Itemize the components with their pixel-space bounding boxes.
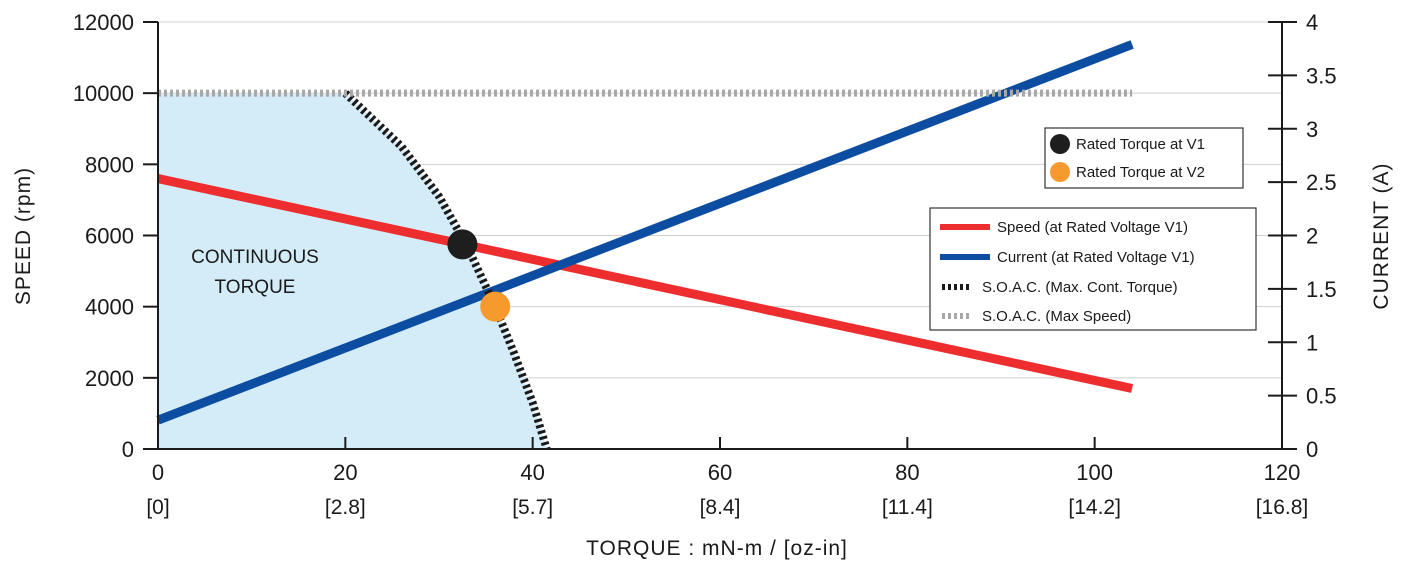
marker-legend-label-v2: Rated Torque at V2 [1076,164,1205,181]
marker-rated-torque-v1 [447,229,478,260]
y-left-tick-label-2000: 2000 [85,366,134,391]
y-left-tick-label-8000: 8000 [85,152,134,177]
y-right-tick-label-0: 0 [1306,437,1318,462]
legend-label-soac-torque: S.O.A.C. (Max. Cont. Torque) [982,279,1178,296]
y-right-tick-label-2.5: 2.5 [1306,170,1337,195]
x-tick-sublabel-100: [14.2] [1068,496,1121,519]
x-tick-label-0: 0 [152,460,164,485]
marker-legend-label-v1: Rated Torque at V1 [1076,136,1205,153]
marker-legend-swatch-v1 [1050,134,1070,154]
x-tick-label-60: 60 [708,460,732,485]
legend-label-current: Current (at Rated Voltage V1) [997,249,1195,266]
y-right-tick-label-0.5: 0.5 [1306,384,1337,409]
x-tick-sublabel-120: [16.8] [1256,496,1309,519]
y-axis-left-title: SPEED (rpm) [12,167,35,305]
x-tick-label-120: 120 [1264,460,1301,485]
y-right-tick-label-3.5: 3.5 [1306,63,1337,88]
y-left-tick-label-12000: 12000 [73,10,134,35]
x-axis-title: TORQUE : mN-m / [oz-in] [586,537,848,560]
series-line-1 [156,40,1134,425]
y-right-tick-label-3: 3 [1306,117,1318,142]
y-axis-right-title: CURRENT (A) [1370,162,1393,309]
x-tick-label-20: 20 [333,460,357,485]
y-right-tick-label-4: 4 [1306,10,1318,35]
y-right-tick-label-2: 2 [1306,224,1318,249]
marker-legend-swatch-v2 [1050,162,1070,182]
series-line-2 [342,90,551,451]
y-right-tick-label-1.5: 1.5 [1306,277,1337,302]
axis-ticks: 0[0]20[2.8]40[5.7]60[8.4]80[11.4]100[14.… [73,10,1337,519]
legend-label-soac-speed: S.O.A.C. (Max Speed) [982,308,1131,325]
x-tick-label-80: 80 [895,460,919,485]
series-line-0 [157,174,1134,393]
x-tick-sublabel-60: [8.4] [700,496,741,519]
y-right-tick-label-1: 1 [1306,330,1318,355]
rated-torque-markers [447,229,511,322]
marker-legend-box [1044,127,1244,189]
x-tick-sublabel-20: [2.8] [325,496,366,519]
y-left-tick-label-10000: 10000 [73,81,134,106]
x-tick-label-40: 40 [520,460,544,485]
y-left-tick-label-6000: 6000 [85,224,134,249]
continuous-torque-region [158,93,547,450]
series-lines [156,40,1134,451]
marker-legend: Rated Torque at V1 Rated Torque at V2 [1044,127,1244,189]
x-tick-sublabel-40: [5.7] [512,496,553,519]
series-legend: Speed (at Rated Voltage V1) Current (at … [929,207,1257,331]
x-tick-sublabel-0: [0] [146,496,169,519]
region-label-line1: CONTINUOUS [191,247,319,268]
x-tick-sublabel-80: [11.4] [882,496,933,519]
marker-rated-torque-v2 [480,291,511,322]
x-tick-label-100: 100 [1076,460,1113,485]
legend-label-speed: Speed (at Rated Voltage V1) [997,219,1188,236]
continuous-torque-region-group [158,93,547,450]
y-left-tick-label-0: 0 [122,437,134,462]
y-left-tick-label-4000: 4000 [85,295,134,320]
region-label-line2: TORQUE [215,277,296,298]
